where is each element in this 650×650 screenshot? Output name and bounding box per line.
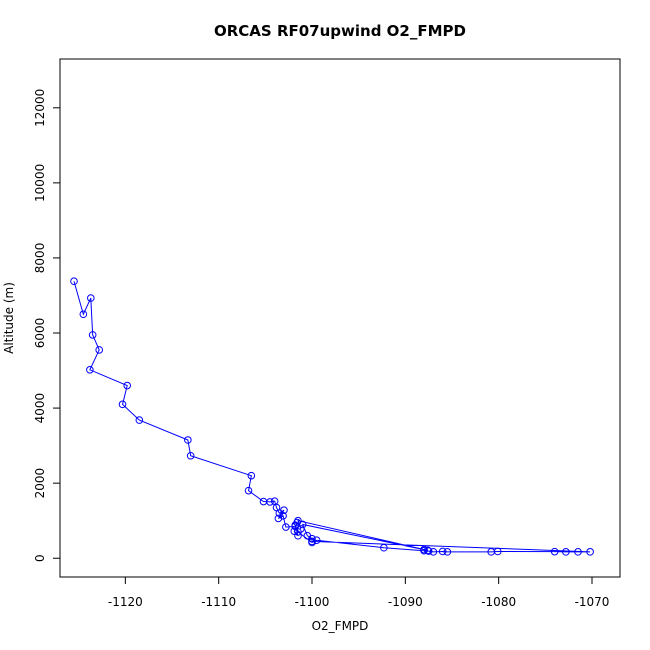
data-point: [86, 366, 94, 374]
x-tick-label: -1080: [481, 595, 516, 609]
data-point: [420, 545, 428, 554]
y-tick-label: 6000: [33, 318, 47, 349]
chart-title: ORCAS RF07upwind O2_FMPD: [214, 22, 466, 40]
data-point: [247, 471, 256, 480]
y-tick-label: 12000: [33, 89, 47, 127]
data-point: [135, 416, 144, 424]
y-axis: 0 2000 4000 6000 8000 10000 12000: [33, 89, 60, 562]
data-point: [294, 516, 302, 525]
data-point: [79, 310, 88, 319]
x-axis-label: O2_FMPD: [312, 619, 369, 633]
data-point: [297, 525, 305, 533]
data-point: [186, 451, 195, 460]
y-tick-label: 10000: [33, 164, 47, 202]
data-point: [280, 506, 288, 514]
x-tick-label: -1070: [575, 595, 610, 609]
x-tick-label: -1090: [388, 595, 423, 609]
data-point: [298, 520, 307, 529]
data-point: [443, 548, 452, 556]
data-point: [438, 547, 447, 556]
data-point: [562, 548, 570, 556]
x-axis: -1120 -1110 -1100 -1090 -1080 -1070: [108, 576, 610, 609]
data-point: [184, 436, 192, 444]
data-point: [380, 543, 388, 552]
y-tick-label: 0: [33, 554, 47, 562]
series-line: [73, 281, 591, 553]
data-point: [423, 546, 432, 555]
data-point: [424, 547, 433, 555]
y-tick-label: 2000: [33, 468, 47, 499]
data-point: [88, 331, 97, 339]
data-point: [282, 523, 290, 531]
plot-area-frame: [59, 58, 621, 578]
data-point: [493, 547, 502, 556]
y-tick-label: 8000: [33, 243, 47, 274]
x-tick-label: -1100: [295, 595, 330, 609]
data-point: [294, 531, 302, 540]
x-tick-label: -1120: [108, 595, 143, 609]
data-point: [244, 486, 253, 495]
x-tick-label: -1110: [201, 595, 236, 609]
data-point: [574, 548, 582, 556]
data-point: [303, 531, 312, 540]
data-point: [123, 381, 131, 390]
data-point: [429, 548, 438, 556]
data-point: [70, 277, 78, 286]
series-layer: [70, 277, 594, 556]
y-tick-label: 4000: [33, 393, 47, 424]
data-point: [118, 400, 127, 409]
y-axis-label: Altitude (m): [2, 282, 16, 354]
data-point: [87, 294, 95, 302]
data-point: [308, 537, 316, 546]
data-point: [586, 548, 594, 556]
data-point: [266, 498, 274, 506]
data-point: [550, 547, 559, 556]
data-point: [312, 536, 321, 545]
data-point: [279, 512, 287, 520]
data-point: [95, 346, 103, 354]
